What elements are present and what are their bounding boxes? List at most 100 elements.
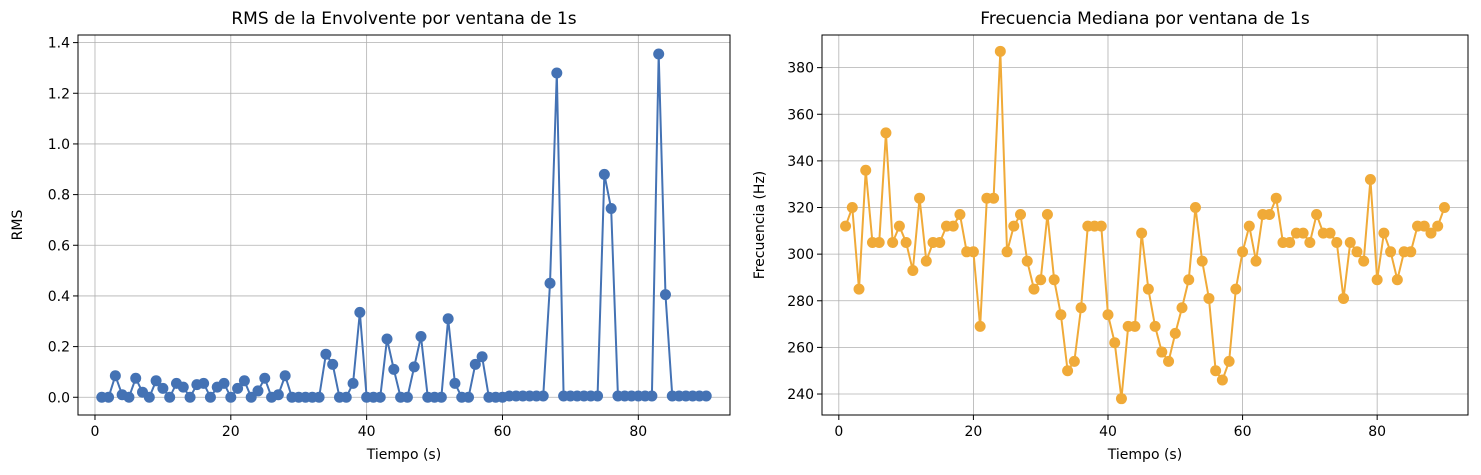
frequency-data-point bbox=[1015, 209, 1027, 221]
frequency-data-point bbox=[1189, 202, 1201, 214]
frequency-data-point bbox=[934, 236, 946, 248]
rms-data-point bbox=[653, 48, 665, 60]
rms-data-point bbox=[598, 168, 610, 180]
frequency-y-tick-label: 320 bbox=[787, 201, 814, 217]
frequency-line bbox=[844, 51, 1446, 399]
rms-y-tick-label: 1.2 bbox=[48, 86, 70, 102]
frequency-y-tick-label: 240 bbox=[787, 387, 814, 403]
frequency-data-point bbox=[1304, 236, 1316, 248]
frequency-x-tick-label: 40 bbox=[1099, 424, 1117, 440]
frequency-data-point bbox=[1351, 246, 1363, 258]
rms-data-point bbox=[232, 382, 244, 394]
frequency-data-point bbox=[1068, 355, 1080, 367]
frequency-data-point bbox=[1237, 246, 1249, 258]
frequency-data-point bbox=[1183, 274, 1195, 286]
frequency-data-point bbox=[1405, 246, 1417, 258]
rms-series bbox=[96, 48, 712, 403]
frequency-data-point bbox=[1176, 302, 1188, 314]
frequency-data-point bbox=[1115, 393, 1127, 405]
rms-data-point bbox=[463, 391, 475, 403]
frequency-data-point bbox=[1371, 274, 1383, 286]
rms-data-point bbox=[592, 390, 604, 402]
rms-data-point bbox=[150, 375, 162, 387]
rms-data-point bbox=[354, 306, 366, 318]
rms-data-point bbox=[605, 203, 617, 215]
frequency-data-point bbox=[1109, 337, 1121, 349]
rms-data-point bbox=[259, 372, 271, 384]
frequency-data-point bbox=[1324, 227, 1336, 239]
rms-data-point bbox=[435, 391, 447, 403]
rms-data-point bbox=[123, 391, 135, 403]
frequency-data-point bbox=[907, 264, 919, 276]
frequency-data-point bbox=[900, 236, 912, 248]
frequency-data-point bbox=[1311, 209, 1323, 221]
rms-data-point bbox=[225, 391, 237, 403]
rms-data-point bbox=[388, 363, 400, 375]
rms-data-point bbox=[313, 391, 325, 403]
frequency-data-point bbox=[1169, 327, 1181, 339]
frequency-data-point bbox=[1378, 227, 1390, 239]
rms-y-tick-label: 0.2 bbox=[48, 340, 70, 356]
rms-axes-frame bbox=[77, 34, 731, 416]
frequency-y-tick-label: 300 bbox=[787, 247, 814, 263]
rms-data-point bbox=[279, 370, 291, 382]
frequency-data-point bbox=[1284, 236, 1296, 248]
rms-data-point bbox=[544, 277, 556, 289]
frequency-data-point bbox=[1338, 292, 1350, 304]
frequency-data-point bbox=[1156, 346, 1168, 358]
frequency-data-point bbox=[1149, 320, 1161, 332]
frequency-series bbox=[840, 45, 1450, 405]
frequency-data-point bbox=[947, 220, 959, 232]
rms-y-tick-label: 0.4 bbox=[48, 289, 70, 305]
frequency-data-point bbox=[1075, 302, 1087, 314]
rms-data-point bbox=[449, 377, 461, 389]
frequency-x-tick-label: 80 bbox=[1368, 424, 1386, 440]
rms-data-point bbox=[340, 391, 352, 403]
rms-data-point bbox=[408, 361, 420, 373]
frequency-y-axis-label: Frecuencia (Hz) bbox=[752, 171, 768, 280]
rms-x-axis-label: Tiempo (s) bbox=[366, 447, 441, 463]
frequency-data-point bbox=[880, 127, 892, 139]
frequency-data-point bbox=[1035, 274, 1047, 286]
rms-data-point bbox=[103, 391, 115, 403]
frequency-data-point bbox=[1364, 174, 1376, 186]
frequency-data-point bbox=[1223, 355, 1235, 367]
frequency-data-point bbox=[1028, 283, 1040, 295]
frequency-data-point bbox=[1344, 236, 1356, 248]
frequency-y-tick-label: 280 bbox=[787, 294, 814, 310]
rms-x-tick-label: 60 bbox=[494, 424, 512, 440]
frequency-grid bbox=[822, 35, 1468, 415]
rms-ticks: 0 20 40 60 80 0.0 0.2 0.4 0.6 0.8 1.0 1.2 1.4 bbox=[48, 36, 647, 440]
rms-data-point bbox=[238, 375, 250, 387]
frequency-data-point bbox=[1385, 246, 1397, 258]
frequency-data-point bbox=[954, 209, 966, 221]
frequency-data-point bbox=[1418, 220, 1430, 232]
frequency-data-point bbox=[967, 246, 979, 258]
rms-y-tick-label: 0.8 bbox=[48, 188, 70, 204]
rms-grid bbox=[78, 35, 730, 415]
rms-x-tick-label: 20 bbox=[222, 424, 240, 440]
rms-data-point bbox=[381, 333, 393, 345]
frequency-data-point bbox=[1001, 246, 1013, 258]
frequency-data-point bbox=[1196, 255, 1208, 267]
frequency-data-point bbox=[873, 236, 885, 248]
frequency-data-point bbox=[1129, 320, 1141, 332]
frequency-data-point bbox=[1041, 209, 1053, 221]
frequency-data-point bbox=[1216, 374, 1228, 386]
frequency-data-point bbox=[853, 283, 865, 295]
frequency-chart-title: Frecuencia Mediana por ventana de 1s bbox=[980, 9, 1310, 29]
frequency-axes-frame bbox=[821, 34, 1469, 416]
rms-data-point bbox=[327, 358, 339, 370]
frequency-x-tick-label: 60 bbox=[1234, 424, 1252, 440]
frequency-y-tick-label: 360 bbox=[787, 107, 814, 123]
frequency-data-point bbox=[1243, 220, 1255, 232]
frequency-x-tick-label: 0 bbox=[834, 424, 843, 440]
frequency-data-point bbox=[840, 220, 852, 232]
frequency-x-axis-label: Tiempo (s) bbox=[1107, 447, 1182, 463]
frequency-data-point bbox=[1021, 255, 1033, 267]
rms-data-point bbox=[537, 390, 549, 402]
frequency-data-point bbox=[1095, 220, 1107, 232]
rms-y-tick-label: 1.0 bbox=[48, 137, 70, 153]
rms-data-point bbox=[143, 391, 155, 403]
